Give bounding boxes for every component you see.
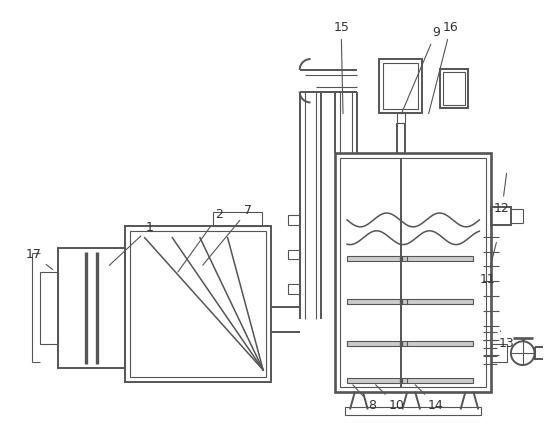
Bar	[491, 207, 511, 225]
Bar	[406, 299, 473, 304]
Text: 7: 7	[203, 203, 252, 265]
Text: 15: 15	[333, 21, 349, 114]
Bar	[288, 250, 300, 260]
Bar	[397, 113, 405, 123]
Text: 10: 10	[376, 385, 404, 412]
Text: 11: 11	[479, 242, 496, 286]
Bar	[406, 341, 473, 346]
Bar	[58, 248, 125, 368]
Text: 16: 16	[429, 21, 458, 114]
Bar	[347, 299, 408, 304]
Bar	[125, 226, 271, 382]
Text: 9: 9	[401, 26, 440, 114]
Text: 12: 12	[494, 173, 510, 214]
Bar	[440, 69, 468, 109]
Bar	[347, 257, 408, 261]
Bar	[491, 344, 507, 362]
Bar	[406, 378, 473, 383]
Bar	[130, 231, 266, 377]
Text: 14: 14	[415, 385, 444, 412]
Bar	[406, 257, 473, 261]
Bar	[288, 215, 300, 225]
Text: 13: 13	[499, 331, 515, 350]
Bar	[443, 72, 465, 106]
Text: 17: 17	[25, 248, 53, 269]
Bar	[347, 378, 408, 383]
Bar	[340, 158, 486, 387]
Text: 2: 2	[178, 208, 223, 272]
Bar	[40, 272, 58, 344]
Bar	[335, 153, 491, 392]
Bar	[383, 63, 418, 109]
Bar	[534, 347, 547, 359]
Bar	[213, 212, 262, 226]
Bar	[347, 341, 408, 346]
Text: 1: 1	[109, 221, 154, 266]
Bar	[379, 59, 422, 113]
Bar	[288, 284, 300, 294]
Text: 8: 8	[353, 385, 376, 412]
Bar	[345, 408, 481, 415]
